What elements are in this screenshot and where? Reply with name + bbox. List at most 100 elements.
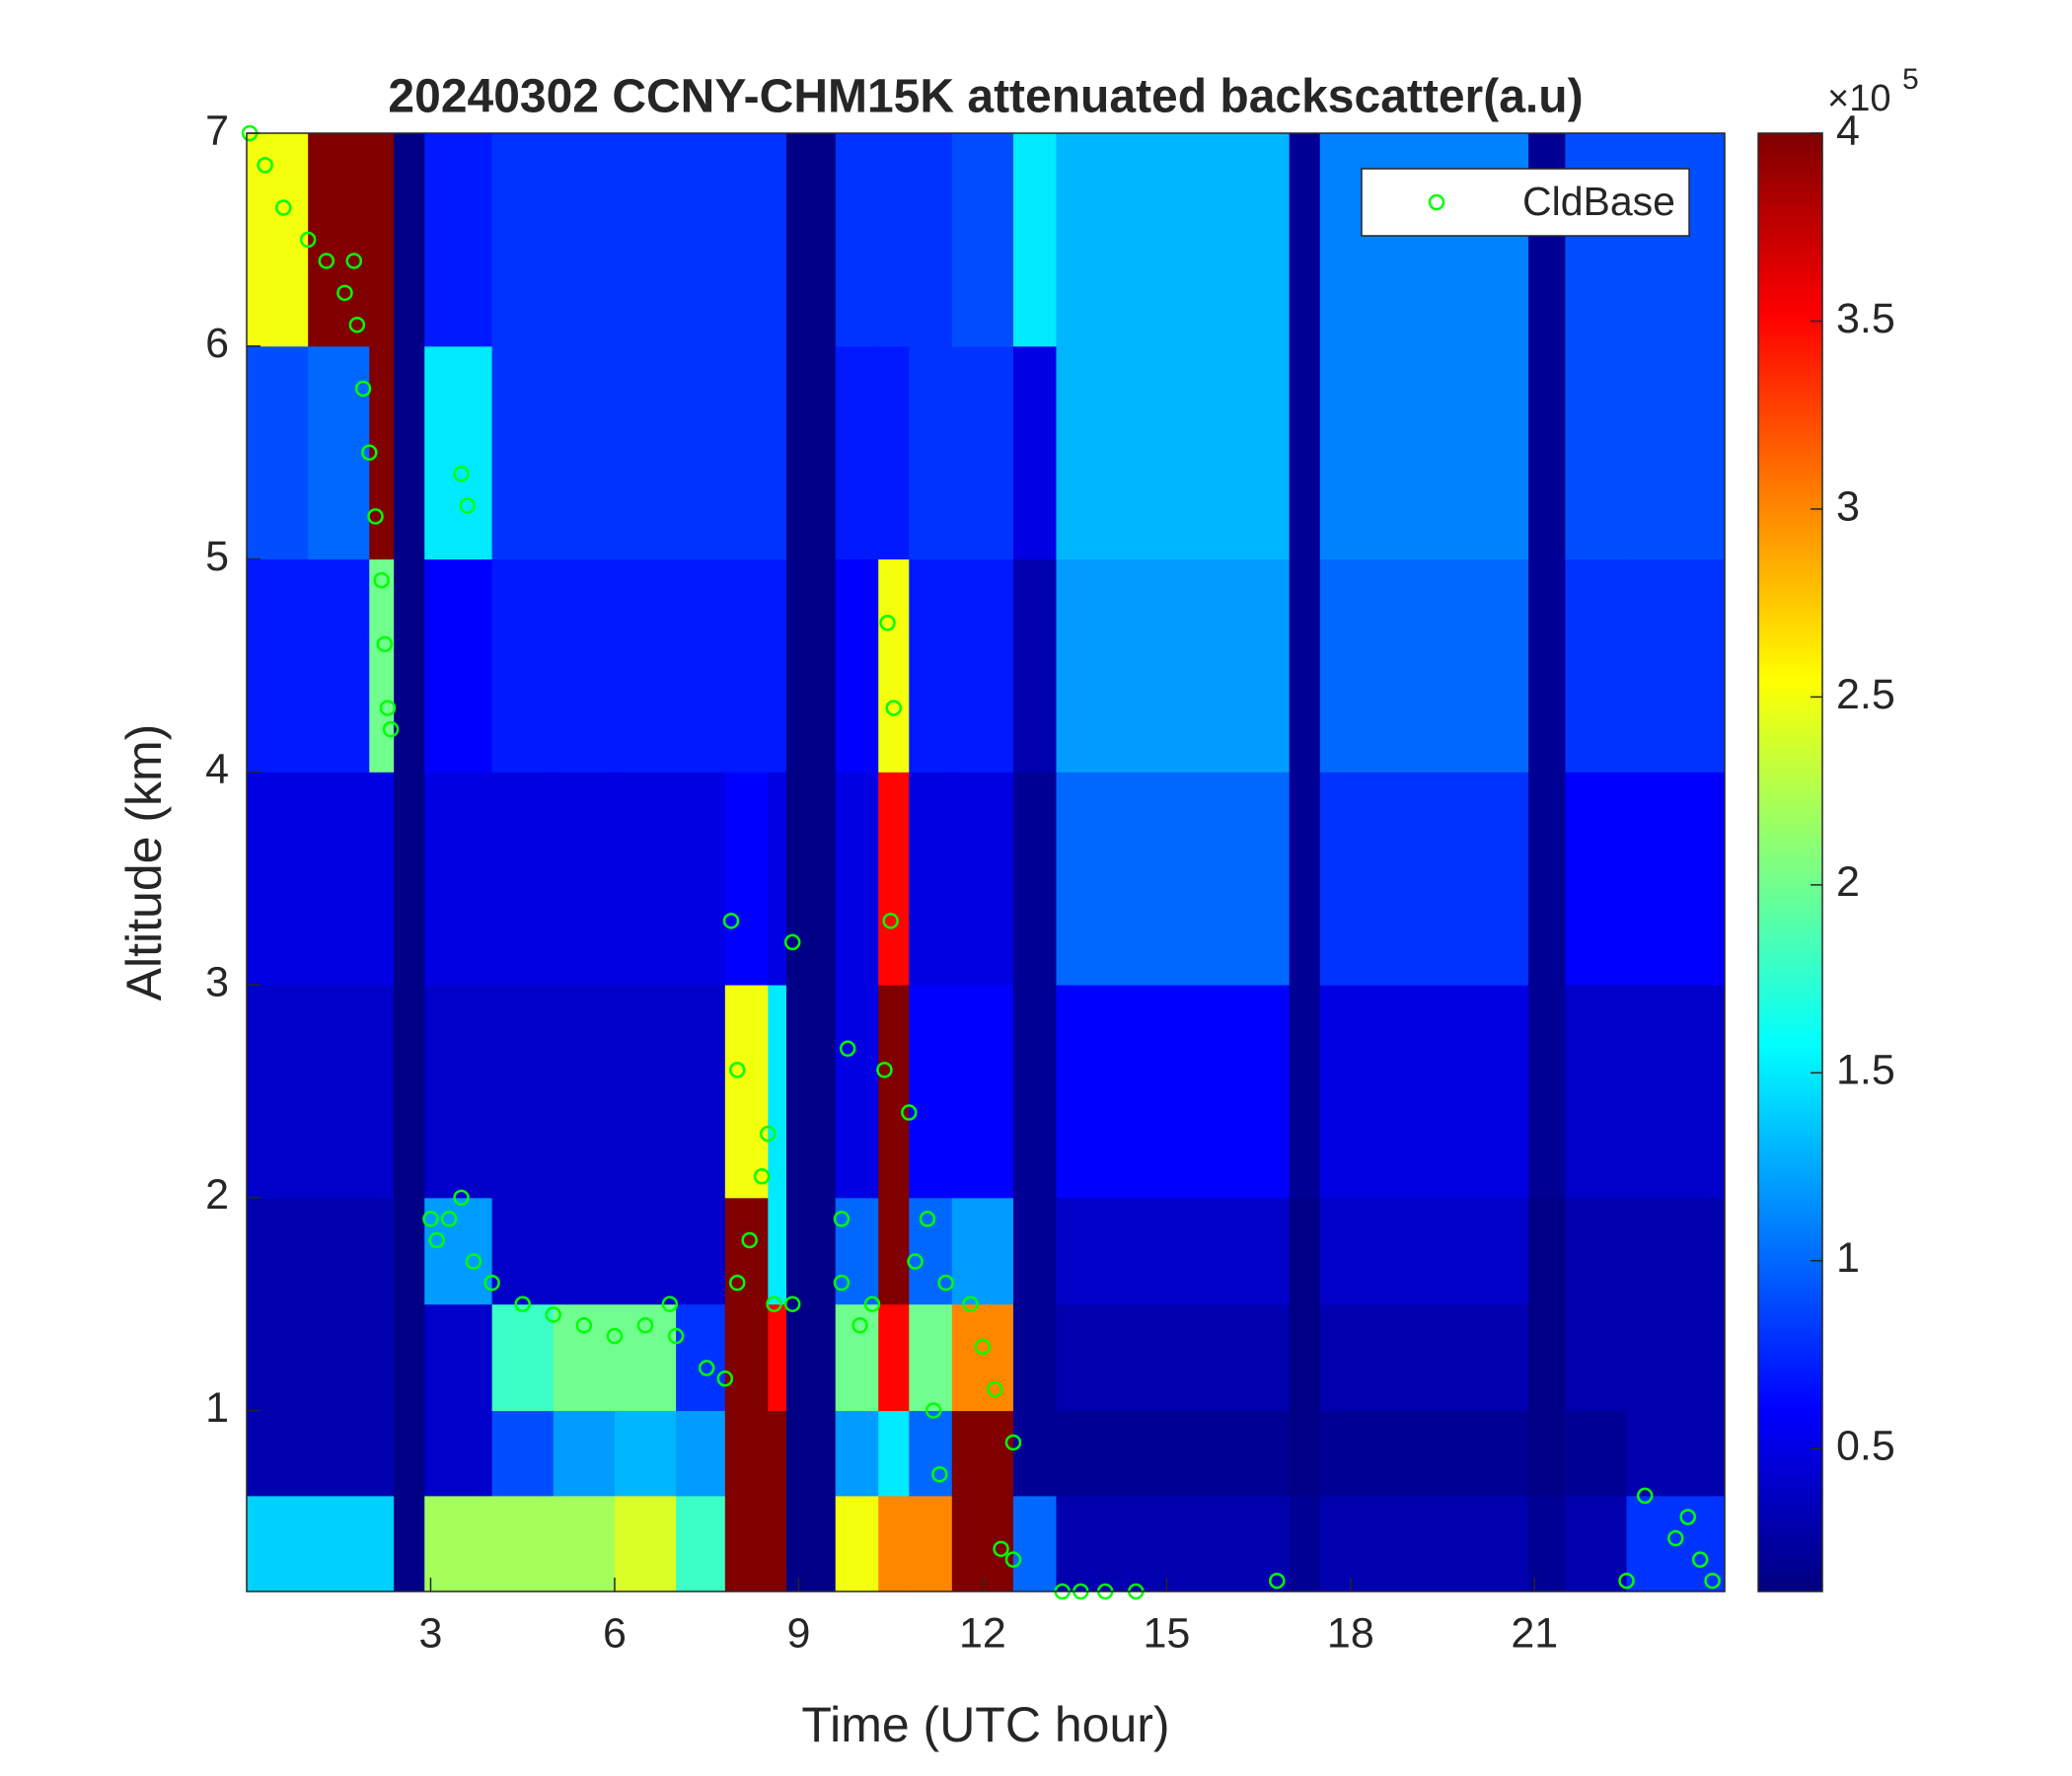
y-tick-label: 6 bbox=[205, 320, 229, 367]
heatmap-cell bbox=[553, 1410, 616, 1497]
heatmap-cell bbox=[878, 1303, 910, 1412]
cloud-base-point bbox=[453, 465, 470, 482]
heatmap-cell bbox=[1626, 1303, 1726, 1412]
heatmap-cell bbox=[1528, 1197, 1566, 1305]
cloud-base-point bbox=[483, 1274, 500, 1292]
cloud-base-point bbox=[367, 508, 384, 525]
heatmap-cell bbox=[768, 772, 787, 986]
cloud-base-point bbox=[1679, 1509, 1696, 1525]
heatmap-cell bbox=[951, 772, 1014, 986]
heatmap-cell bbox=[1319, 345, 1413, 560]
colorbar-multiplier: ×10 bbox=[1827, 78, 1890, 119]
heatmap-cell bbox=[785, 133, 837, 347]
heatmap-cell bbox=[308, 1495, 370, 1592]
heatmap-cell bbox=[247, 772, 309, 986]
heatmap-cell bbox=[424, 345, 493, 560]
cloud-base-point bbox=[373, 571, 390, 589]
cloud-base-point bbox=[453, 1189, 470, 1207]
colorbar bbox=[1757, 132, 1823, 1592]
cloud-base-point bbox=[766, 1295, 782, 1312]
cloud-base-point bbox=[760, 1125, 777, 1143]
cloud-base-point bbox=[937, 1274, 954, 1292]
heatmap-cell bbox=[553, 558, 616, 773]
heatmap-cell bbox=[878, 133, 910, 347]
cloud-base-point bbox=[925, 1402, 942, 1419]
cloud-base-point bbox=[440, 1211, 458, 1227]
y-tick-label: 4 bbox=[205, 746, 229, 793]
heatmap-cell bbox=[553, 772, 616, 986]
cloud-base-point bbox=[636, 1317, 654, 1334]
heatmap-cell bbox=[676, 1303, 726, 1412]
heatmap-cell bbox=[308, 1410, 370, 1497]
cloud-base-point bbox=[336, 284, 353, 302]
heatmap-cell bbox=[1056, 1495, 1167, 1592]
legend: CldBase bbox=[1361, 168, 1690, 237]
heatmap-cell bbox=[1565, 772, 1628, 986]
heatmap-cell bbox=[1626, 772, 1726, 986]
heatmap-cell bbox=[1012, 1197, 1057, 1305]
heatmap-cell bbox=[394, 345, 425, 560]
heatmap-cell bbox=[1166, 1197, 1291, 1305]
cloud-base-point bbox=[716, 1369, 734, 1387]
heatmap-cell bbox=[1012, 772, 1057, 986]
heatmap-cell bbox=[394, 1410, 425, 1497]
heatmap-cell bbox=[491, 345, 555, 560]
heatmap-cell bbox=[614, 772, 677, 986]
heatmap-cell bbox=[951, 1197, 1014, 1305]
heatmap-cell bbox=[1166, 345, 1291, 560]
heatmap-cell bbox=[1411, 1197, 1529, 1305]
cloud-base-point bbox=[361, 444, 378, 461]
heatmap bbox=[247, 133, 1726, 1592]
cloud-base-point bbox=[863, 1295, 881, 1312]
heatmap-cell bbox=[1289, 345, 1321, 560]
plot-border bbox=[246, 132, 1726, 1592]
heatmap-cell bbox=[909, 345, 953, 560]
cloud-base-point bbox=[919, 1211, 936, 1227]
cloud-base-point bbox=[354, 380, 372, 398]
cloud-base-point bbox=[882, 913, 899, 929]
heatmap-cell bbox=[951, 985, 1014, 1199]
heatmap-cell bbox=[1565, 1410, 1628, 1497]
cloud-base-point bbox=[879, 615, 896, 631]
heatmap-cell bbox=[1056, 345, 1167, 560]
cloud-base-point bbox=[907, 1253, 924, 1270]
cloud-base-point bbox=[753, 1168, 771, 1185]
x-tick-label: 3 bbox=[419, 1609, 443, 1657]
heatmap-cell bbox=[424, 133, 493, 347]
heatmap-cell bbox=[1528, 133, 1566, 347]
heatmap-cell bbox=[951, 558, 1014, 773]
heatmap-cell bbox=[369, 558, 395, 773]
cloud-base-point bbox=[698, 1360, 715, 1376]
heatmap-cell bbox=[951, 345, 1014, 560]
heatmap-cell bbox=[1565, 345, 1628, 560]
heatmap-cell bbox=[424, 558, 493, 773]
heatmap-cell bbox=[724, 772, 769, 986]
heatmap-cell bbox=[835, 772, 879, 986]
heatmap-cell bbox=[1056, 133, 1167, 347]
heatmap-cell bbox=[1056, 1303, 1167, 1412]
heatmap-cell bbox=[785, 1495, 837, 1592]
heatmap-cell bbox=[1319, 1495, 1413, 1592]
heatmap-cell bbox=[1012, 985, 1057, 1199]
colorbar-tick-label: 0.5 bbox=[1836, 1423, 1895, 1470]
heatmap-cell bbox=[394, 1495, 425, 1592]
heatmap-cell bbox=[724, 1303, 769, 1412]
heatmap-cell bbox=[909, 1303, 953, 1412]
heatmap-cell bbox=[909, 558, 953, 773]
heatmap-cell bbox=[308, 772, 370, 986]
colorbar-tick-label: 3.5 bbox=[1836, 295, 1895, 342]
cloud-base-point bbox=[729, 1062, 746, 1078]
heatmap-cell bbox=[1528, 1495, 1566, 1592]
heatmap-cell bbox=[878, 985, 910, 1199]
heatmap-cell bbox=[1289, 1410, 1321, 1497]
heatmap-cell bbox=[785, 345, 837, 560]
heatmap-cell bbox=[768, 558, 787, 773]
heatmap-cell bbox=[768, 1197, 787, 1305]
heatmap-cell bbox=[1289, 985, 1321, 1199]
cloud-base-point bbox=[1618, 1572, 1635, 1590]
heatmap-cell bbox=[1319, 558, 1413, 773]
heatmap-cell bbox=[1565, 558, 1628, 773]
heatmap-cell bbox=[878, 1495, 910, 1592]
x-tick-label: 21 bbox=[1511, 1609, 1558, 1657]
heatmap-cell bbox=[909, 1197, 953, 1305]
